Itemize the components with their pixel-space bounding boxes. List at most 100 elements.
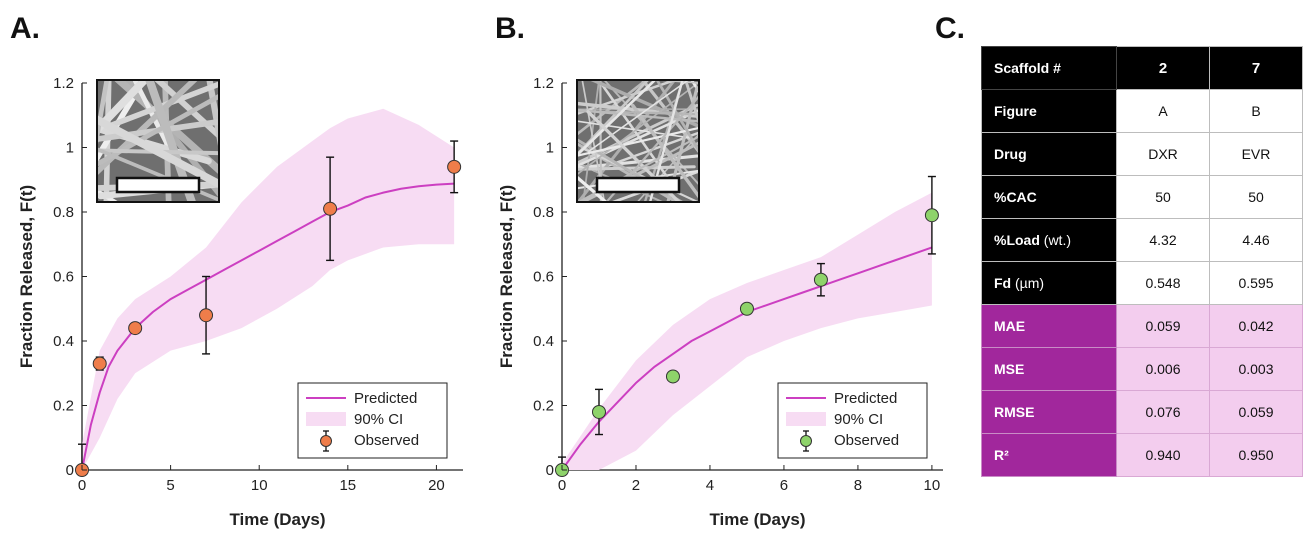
- chart-a: 0 5 10 15 20 0 0.2 0.4 0.6 0.8 1 1.2 Time (Days) Frac…: [17, 75, 463, 529]
- scale-bar: [595, 176, 681, 194]
- table-cell: A: [1116, 89, 1210, 133]
- x-tick-label: 2: [632, 477, 640, 494]
- row-label: %Load (wt.): [981, 218, 1117, 262]
- row-label-text: MSE: [994, 361, 1025, 377]
- legend-label: Observed: [834, 432, 899, 449]
- x-axis-label: Time (Days): [709, 510, 805, 529]
- row-label-text: Drug: [994, 146, 1027, 162]
- legend-label: Observed: [354, 432, 419, 449]
- sem-inset-image: [576, 79, 700, 203]
- table-cell: 0.950: [1209, 433, 1303, 477]
- table-cell: 4.32: [1116, 218, 1210, 262]
- y-tick-label: 0.2: [53, 398, 74, 415]
- inset-fiber: [684, 81, 698, 124]
- y-tick-label: 1: [546, 140, 554, 157]
- ci-band: [562, 192, 932, 470]
- x-axis-label: Time (Days): [229, 510, 325, 529]
- table-cell: 0.595: [1209, 261, 1303, 305]
- inset-fiber: [578, 126, 698, 157]
- x-tick-label: 6: [780, 477, 788, 494]
- row-label: Figure: [981, 89, 1117, 133]
- legend-label: Predicted: [834, 390, 897, 407]
- table-row: MAE 0.059 0.042: [981, 304, 1303, 348]
- inset-fiber: [98, 81, 218, 134]
- row-label: MSE: [981, 347, 1117, 391]
- table-row: RMSE 0.076 0.059: [981, 390, 1303, 434]
- table-row: %CAC 50 50: [981, 175, 1303, 219]
- observed-point: [199, 308, 214, 323]
- table-cell: 4.46: [1209, 218, 1303, 262]
- y-tick-label: 0.2: [533, 398, 554, 415]
- row-label: RMSE: [981, 390, 1117, 434]
- row-label-unit: (wt.): [1039, 232, 1071, 248]
- table-row: Drug DXR EVR: [981, 132, 1303, 176]
- y-tick-label: 0.8: [533, 204, 554, 221]
- inset-fiber: [145, 81, 196, 201]
- y-tick-label: 1: [66, 140, 74, 157]
- table-cell: 50: [1116, 175, 1210, 219]
- observed-point: [739, 301, 754, 316]
- x-tick-label: 0: [558, 477, 566, 494]
- legend-label: Predicted: [354, 390, 417, 407]
- legend-observed-swatch: [800, 435, 812, 447]
- inset-fiber: [98, 94, 218, 167]
- row-label-text: %CAC: [994, 189, 1037, 205]
- row-label-text: %Load: [994, 232, 1040, 248]
- observed-point: [128, 321, 143, 336]
- row-label: Fd (µm): [981, 261, 1117, 305]
- header-col-1: 2: [1116, 46, 1210, 90]
- y-tick-label: 0: [546, 462, 554, 479]
- row-label: MAE: [981, 304, 1117, 348]
- x-tick-label: 8: [854, 477, 862, 494]
- table-cell: B: [1209, 89, 1303, 133]
- table-cell: 0.003: [1209, 347, 1303, 391]
- panel-label-a: A.: [10, 12, 40, 45]
- inset-fiber: [578, 81, 677, 115]
- observed-point: [92, 356, 107, 371]
- legend-ci-swatch: [306, 412, 346, 426]
- y-tick-label: 0.8: [53, 204, 74, 221]
- inset-fiber: [578, 176, 608, 201]
- row-label-text: Figure: [994, 103, 1037, 119]
- observed-point: [323, 201, 338, 216]
- table-row: Fd (µm) 0.548 0.595: [981, 261, 1303, 305]
- row-label-text: Fd: [994, 275, 1012, 291]
- panel-label-c: C.: [935, 12, 965, 45]
- row-label: Drug: [981, 132, 1117, 176]
- table-row: Figure A B: [981, 89, 1303, 133]
- row-label-text: MAE: [994, 318, 1026, 334]
- predicted-line: [81, 182, 455, 471]
- observed-point: [665, 369, 680, 384]
- legend-label: 90% CI: [834, 411, 883, 428]
- table-cell: 0.548: [1116, 261, 1210, 305]
- x-tick-label: 10: [924, 477, 941, 494]
- table-cell: 0.006: [1116, 347, 1210, 391]
- inset-fiber: [588, 81, 689, 153]
- header-label: Scaffold #: [981, 46, 1117, 90]
- x-tick-label: 0: [78, 477, 86, 494]
- table-cell: DXR: [1116, 132, 1210, 176]
- inset-fiber: [612, 170, 698, 201]
- inset-fiber: [206, 81, 218, 146]
- table-header-row: Scaffold # 2 7: [981, 46, 1303, 90]
- x-tick-label: 10: [251, 477, 268, 494]
- x-tick-label: 5: [166, 477, 174, 494]
- panel-label-b: B.: [495, 12, 525, 45]
- inset-fiber: [605, 95, 698, 201]
- legend: Predicted 90% CI Observed: [297, 382, 448, 459]
- legend-ci-swatch: [786, 412, 826, 426]
- inset-fiber: [578, 81, 647, 136]
- table-cell: 50: [1209, 175, 1303, 219]
- observed-point: [447, 159, 462, 174]
- y-tick-label: 0: [66, 462, 74, 479]
- table-row: R² 0.940 0.950: [981, 433, 1303, 477]
- table-cell: 0.076: [1116, 390, 1210, 434]
- inset-fiber: [631, 103, 698, 199]
- inset-fiber: [578, 81, 656, 156]
- inset-fiber: [578, 120, 693, 139]
- observed-point: [924, 208, 939, 223]
- row-label: %CAC: [981, 175, 1117, 219]
- inset-fiber: [656, 81, 698, 153]
- table-cell: EVR: [1209, 132, 1303, 176]
- table-cell: 0.042: [1209, 304, 1303, 348]
